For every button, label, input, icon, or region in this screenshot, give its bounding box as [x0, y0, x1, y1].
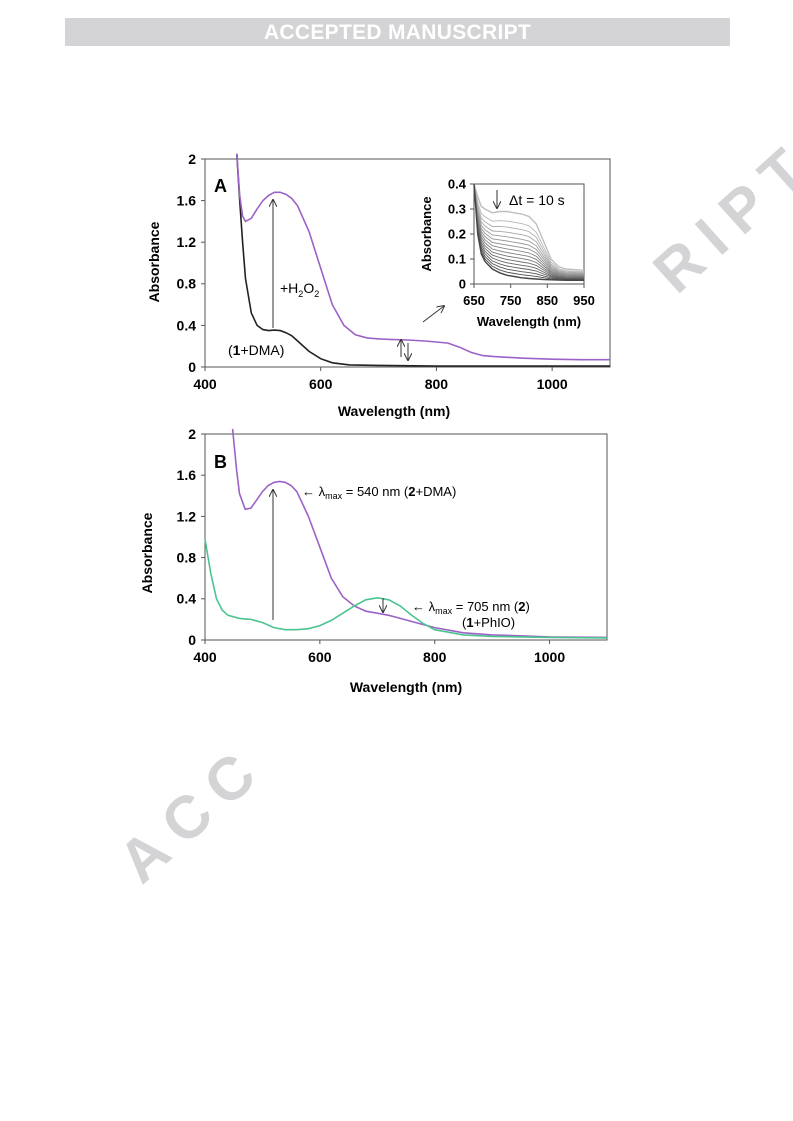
panel-a-series-h2o2-line [236, 153, 610, 361]
lambda-max-705-annotation: ← λmax = 705 nm (2) [412, 599, 530, 616]
panel-b-y-tick-label: 2 [188, 426, 196, 442]
panel-b-x-tick-label: 800 [423, 649, 447, 665]
dma-annotation: (1+DMA) [228, 342, 284, 358]
inset-x-tick-label: 650 [463, 293, 485, 308]
panel-b-y-axis-label: Absorbance [139, 512, 155, 593]
panel-a-y-tick-label: 2 [188, 151, 196, 167]
panel-b-y-tick-label: 1.6 [177, 467, 197, 483]
panel-a: 400 600 800 1000 0 0.4 0.8 1.2 1.6 2 A Wavelength… [146, 151, 611, 419]
panel-b-series [204, 428, 608, 639]
accepted-manuscript-banner: ACCEPTED MANUSCRIPT [65, 18, 730, 46]
panel-a-ticks: 400 600 800 1000 0 0.4 0.8 1.2 1.6 2 [177, 151, 568, 392]
inset-y-tick-label: 0.2 [448, 227, 466, 242]
panel-a-y-tick-label: 0.8 [177, 276, 197, 292]
inset-curve [473, 183, 585, 279]
inset-curve [473, 183, 585, 280]
panel-b-y-tick-label: 1.2 [177, 508, 197, 524]
panel-b-x-tick-label: 400 [193, 649, 217, 665]
inset-x-axis-label: Wavelength (nm) [477, 314, 581, 329]
inset-ticks: 650 750 850 950 0 0.1 0.2 0.3 0.4 [448, 177, 595, 308]
inset-curve [473, 183, 585, 280]
panel-a-inset: 650 750 850 950 0 0.1 0.2 0.3 0.4 Wavelength (nm… [419, 177, 595, 329]
panel-b-y-tick-label: 0 [188, 632, 196, 648]
inset-curves [473, 183, 585, 281]
panel-a-frame [204, 158, 611, 368]
inset-curve [473, 183, 585, 273]
panel-a-x-tick-label: 400 [193, 376, 217, 392]
panel-b: 400 600 800 1000 0 0.4 0.8 1.2 1.6 2 B Wavelength… [139, 426, 608, 695]
inset-curve [473, 183, 585, 276]
panel-b-letter: B [214, 452, 227, 472]
panel-a-x-tick-label: 800 [425, 376, 449, 392]
inset-curve [473, 183, 585, 275]
panel-a-series-dma-line [236, 153, 610, 367]
inset-y-axis-label: Absorbance [419, 196, 434, 271]
inset-time-label: Δt = 10 s [509, 192, 565, 208]
inset-y-tick-label: 0.4 [448, 177, 467, 192]
inset-x-tick-label: 850 [536, 293, 558, 308]
inset-x-tick-label: 750 [500, 293, 522, 308]
phio-annotation: (1+PhIO) [462, 615, 515, 630]
panel-a-y-tick-label: 0 [188, 359, 196, 375]
inset-curve [473, 183, 585, 279]
panel-b-x-axis-label: Wavelength (nm) [350, 679, 462, 695]
inset-curve [473, 183, 585, 278]
inset-curve [473, 183, 585, 276]
inset-curve [473, 183, 584, 281]
inset-y-tick-label: 0.3 [448, 202, 466, 217]
panel-a-y-tick-label: 0.4 [177, 317, 197, 333]
inset-y-tick-label: 0 [459, 277, 466, 292]
inset-curve [473, 183, 585, 274]
inset-curve [473, 183, 585, 271]
panel-b-series-phio-line [204, 538, 608, 639]
panel-b-y-tick-label: 0.8 [177, 550, 197, 566]
panel-b-frame [204, 433, 608, 641]
panel-a-y-axis-label: Absorbance [146, 221, 162, 302]
inset-y-tick-label: 0.1 [448, 252, 466, 267]
panel-a-x-axis-label: Wavelength (nm) [338, 403, 450, 419]
inset-curve [473, 183, 585, 277]
h2o2-annotation: +H2O2 [280, 280, 319, 299]
panel-b-y-tick-label: 0.4 [177, 591, 197, 607]
inset-pointer-arrow [422, 306, 444, 323]
panel-a-x-tick-label: 1000 [537, 376, 568, 392]
panel-b-x-tick-label: 600 [308, 649, 332, 665]
panel-b-x-tick-label: 1000 [534, 649, 565, 665]
panel-a-series [236, 153, 610, 367]
panel-b-series-dma-line [231, 428, 608, 639]
panel-b-ticks: 400 600 800 1000 0 0.4 0.8 1.2 1.6 2 [177, 426, 566, 665]
panel-a-y-tick-label: 1.2 [177, 234, 197, 250]
panel-a-letter: A [214, 176, 227, 196]
lambda-max-540-annotation: ← λmax = 540 nm (2+DMA) [302, 484, 456, 501]
panel-a-x-tick-label: 600 [309, 376, 333, 392]
inset-curve [473, 183, 585, 281]
inset-x-tick-label: 950 [573, 293, 595, 308]
inset-curve [473, 183, 585, 274]
inset-curve [473, 183, 585, 278]
panel-a-y-tick-label: 1.6 [177, 193, 197, 209]
